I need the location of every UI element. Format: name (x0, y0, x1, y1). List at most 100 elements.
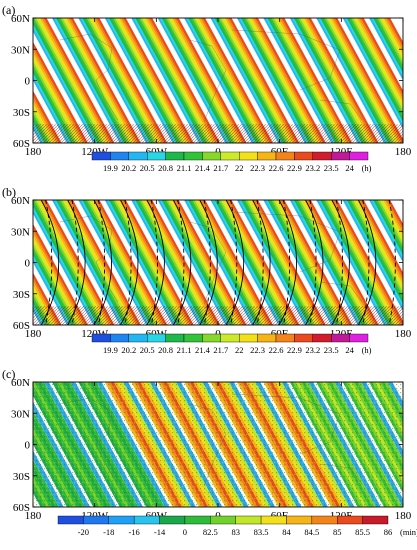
swath-bin (188, 200, 259, 325)
swath-bin (344, 18, 403, 126)
swath-bin (210, 18, 281, 143)
colorbar-cell (184, 515, 211, 525)
swath-bin (90, 200, 162, 325)
swath-bin (383, 200, 403, 236)
swath-bin (298, 200, 369, 325)
colorbar-cell (331, 333, 350, 343)
colorbar-cell (91, 333, 111, 343)
swath-bin (184, 200, 255, 325)
swath-bin (253, 200, 324, 325)
swath-bin (159, 18, 231, 143)
contour-solid (305, 200, 324, 325)
colorbar-label: 21.4 (195, 163, 211, 173)
swath-bin (62, 200, 133, 325)
colorbar-cell (238, 333, 258, 343)
swath-bin (78, 18, 149, 143)
colorbar-cell (220, 151, 240, 161)
swath-bin (170, 200, 241, 325)
coastline (59, 215, 119, 303)
swath-bin (322, 18, 393, 143)
swath-bin (113, 18, 184, 143)
swath-bin (328, 18, 399, 143)
swath-bin (192, 18, 263, 143)
swath-bin (66, 18, 137, 143)
swath-bin (68, 18, 139, 143)
swath-bin (157, 18, 228, 143)
colorbar-cell (91, 151, 111, 161)
colorbar-cell (331, 151, 350, 161)
y-tick-label: 60S (13, 320, 30, 332)
swath-bin (267, 18, 338, 143)
colorbar-label: 20.5 (140, 163, 155, 173)
swath-bin (198, 200, 269, 325)
colorbar-cell (311, 515, 338, 525)
swath-bin (202, 18, 273, 143)
swath-bin (229, 18, 300, 143)
swath-bin (355, 200, 403, 289)
swath-bin (33, 200, 105, 325)
swath-bin (42, 200, 113, 325)
swath-bin (139, 200, 210, 325)
swath-bin (255, 200, 326, 325)
coastline (319, 281, 363, 303)
x-tick-label: 180 (395, 146, 412, 158)
swath-bin (236, 200, 308, 325)
swath-bin (227, 18, 298, 143)
colorbar-cell (238, 151, 258, 161)
swath-bin (145, 18, 216, 143)
y-tick-label: 60S (13, 502, 30, 514)
swath-bin (352, 200, 403, 293)
swath-bin (375, 200, 403, 252)
coastline (189, 221, 227, 305)
colorbar-label: 22.6 (269, 345, 284, 355)
swath-bin (251, 200, 322, 325)
swath-bin (135, 18, 206, 143)
swath-bin (227, 200, 298, 325)
swath-bin (224, 18, 296, 143)
swath-bin (167, 200, 239, 325)
swath-bin (94, 18, 166, 143)
swath-bin (273, 200, 344, 325)
swath-bin (383, 18, 403, 54)
swath-bin (293, 18, 365, 143)
colorbar-cell (337, 515, 363, 525)
swath-bin (68, 200, 139, 325)
swath-bin (121, 200, 192, 325)
swath-bin (295, 200, 367, 325)
coastline (231, 211, 341, 273)
colorbar-label: 20.8 (158, 345, 173, 355)
colorbar-cell (202, 333, 221, 343)
swath-bin (143, 18, 214, 143)
colorbar-label: 21.7 (213, 163, 228, 173)
swath-bin (37, 200, 109, 325)
colorbar-cell (210, 515, 236, 525)
colorbar-label: 23.5 (324, 163, 339, 173)
y-tick-label: 60S (13, 138, 30, 150)
map-field (33, 18, 403, 143)
swath-bin (51, 18, 123, 143)
swath-bin (137, 200, 208, 325)
swath-bin (200, 18, 271, 143)
swath-bin (346, 18, 403, 122)
coastline (231, 393, 341, 455)
contour-solid (120, 200, 139, 325)
swath-bin (94, 200, 166, 325)
swath-bin (64, 18, 135, 143)
swath-bin (42, 18, 113, 143)
contour-solid (199, 200, 218, 325)
y-tick-label: 60N (11, 377, 30, 389)
colorbar-cell (128, 333, 148, 343)
swath-bin (174, 200, 245, 325)
swath-bin (300, 200, 371, 325)
swath-bin (361, 18, 403, 96)
swath-bin (33, 18, 105, 143)
swath-bin (350, 18, 403, 115)
swath-bin (123, 18, 194, 143)
swath-bin (90, 18, 162, 143)
swath-bin (326, 200, 397, 325)
colorbar-cell (257, 333, 277, 343)
coastline (189, 403, 227, 487)
contour-solid (331, 200, 350, 325)
swath-bin (273, 18, 344, 143)
swath-bin (39, 200, 111, 325)
